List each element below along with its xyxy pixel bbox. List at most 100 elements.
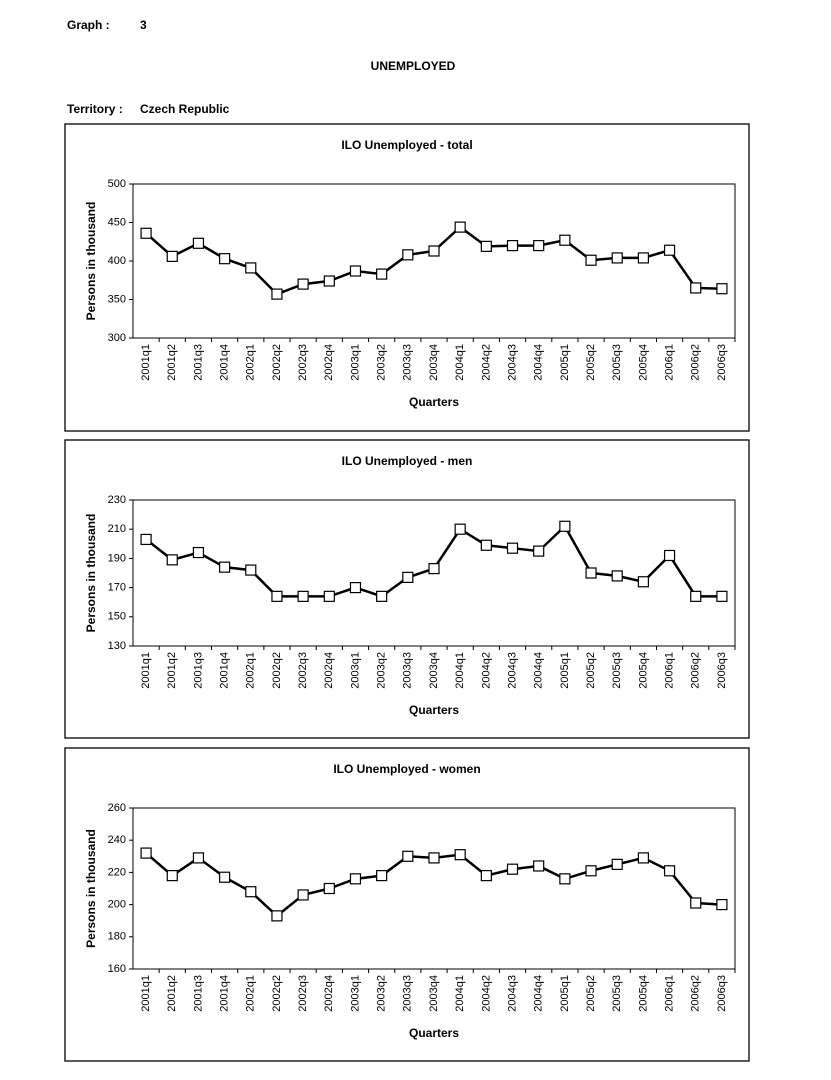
x-tick-label: 2001q4 — [219, 652, 231, 689]
x-tick-label: 2001q1 — [140, 344, 152, 381]
x-tick-label: 2003q3 — [402, 344, 414, 381]
marker — [690, 590, 702, 602]
marker — [376, 870, 388, 882]
x-tick-label: 2004q3 — [506, 344, 518, 381]
y-axis-label: Persons in thousand — [84, 514, 98, 633]
marker — [376, 590, 388, 602]
x-tick-label: 2005q4 — [637, 344, 649, 381]
marker — [480, 240, 492, 252]
marker — [480, 539, 492, 551]
x-tick-label: 2002q3 — [297, 652, 309, 689]
x-tick-label: 2002q1 — [245, 652, 257, 689]
x-tick-label: 2004q1 — [454, 652, 466, 689]
x-tick-label: 2001q3 — [192, 344, 204, 381]
marker — [402, 249, 414, 261]
x-tick-label: 2005q1 — [559, 344, 571, 381]
x-tick-label: 2003q3 — [402, 975, 414, 1012]
x-tick-label: 2001q3 — [192, 975, 204, 1012]
marker — [533, 545, 545, 557]
marker — [349, 873, 362, 885]
marker — [140, 227, 152, 239]
x-tick-label: 2004q2 — [480, 344, 492, 381]
x-tick-label: 2004q1 — [454, 975, 466, 1012]
x-tick-label: 2005q1 — [559, 652, 571, 689]
marker — [428, 852, 440, 864]
marker — [663, 244, 676, 256]
marker — [637, 252, 649, 264]
plot-area — [132, 499, 736, 647]
marker — [349, 581, 362, 594]
x-tick-label: 2002q4 — [323, 652, 335, 689]
marker — [297, 590, 309, 602]
x-tick-label: 2002q1 — [245, 344, 257, 381]
x-tick-label: 2006q2 — [690, 344, 702, 381]
x-tick-label: 2005q3 — [611, 975, 623, 1012]
y-tick-label: 190 — [108, 552, 126, 564]
marker — [323, 590, 335, 602]
x-tick-label: 2004q4 — [533, 344, 545, 381]
marker — [559, 234, 571, 246]
chart-title: ILO Unemployed - women — [333, 762, 480, 776]
marker — [297, 278, 309, 290]
marker — [506, 240, 519, 252]
marker — [716, 898, 728, 911]
marker — [611, 858, 623, 870]
marker — [611, 252, 623, 264]
x-tick-label: 2002q1 — [245, 975, 257, 1012]
marker — [219, 871, 231, 883]
marker — [323, 882, 335, 895]
x-tick-label: 2001q1 — [140, 652, 152, 689]
marker — [585, 567, 597, 579]
marker — [349, 265, 362, 277]
y-tick-label: 350 — [108, 293, 126, 305]
marker — [454, 523, 466, 535]
marker — [271, 288, 283, 300]
x-tick-label: 2002q4 — [323, 975, 335, 1012]
x-axis-label: Quarters — [409, 1026, 459, 1040]
marker — [166, 250, 178, 262]
x-tick-label: 2001q3 — [192, 652, 204, 689]
marker — [219, 561, 231, 573]
x-tick-label: 2003q1 — [349, 344, 361, 381]
marker — [716, 590, 728, 602]
marker — [637, 576, 649, 588]
y-tick-label: 240 — [108, 834, 126, 846]
x-tick-label: 2005q2 — [585, 975, 597, 1012]
marker — [192, 237, 205, 249]
graph-label: Graph : — [67, 18, 110, 32]
marker — [271, 590, 283, 602]
x-tick-label: 2002q2 — [271, 975, 283, 1012]
marker — [663, 865, 676, 877]
y-tick-label: 170 — [108, 582, 126, 594]
x-tick-label: 2004q2 — [480, 975, 492, 1012]
x-tick-label: 2003q2 — [376, 652, 388, 689]
x-tick-label: 2005q3 — [611, 652, 623, 689]
marker — [637, 852, 649, 864]
marker — [663, 549, 676, 562]
x-tick-label: 2004q3 — [506, 975, 518, 1012]
y-tick-label: 230 — [108, 494, 126, 506]
x-tick-label: 2002q3 — [297, 344, 309, 381]
panel — [64, 439, 750, 739]
marker — [428, 245, 440, 257]
page-title: UNEMPLOYED — [371, 59, 456, 73]
x-axis-label: Quarters — [409, 395, 459, 409]
territory: Czech Republic — [140, 102, 230, 116]
graph-number: 3 — [140, 18, 147, 32]
marker — [323, 275, 335, 287]
marker — [716, 283, 728, 295]
x-tick-label: 2004q4 — [533, 652, 545, 689]
marker — [245, 564, 257, 576]
panel — [64, 123, 750, 432]
marker — [506, 863, 519, 875]
x-tick-label: 2003q4 — [428, 975, 440, 1012]
marker — [690, 282, 702, 294]
plot-area — [132, 807, 736, 970]
y-tick-label: 300 — [108, 332, 126, 344]
x-tick-label: 2003q2 — [376, 975, 388, 1012]
x-tick-label: 2003q2 — [376, 344, 388, 381]
x-tick-label: 2003q4 — [428, 652, 440, 689]
marker — [559, 520, 571, 532]
y-tick-label: 200 — [108, 899, 126, 911]
